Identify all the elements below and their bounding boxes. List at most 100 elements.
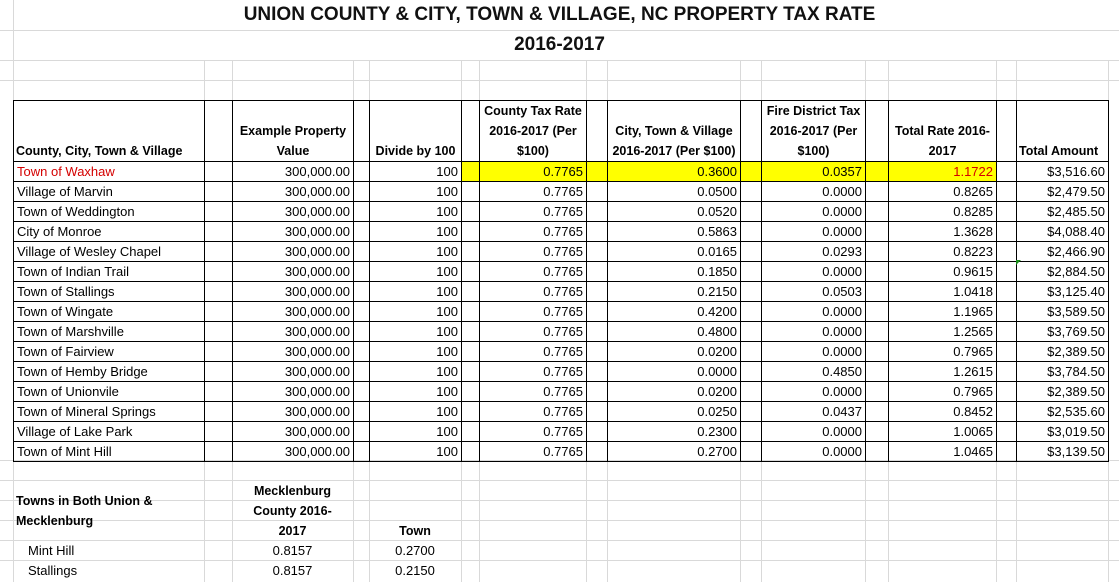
cell-county[interactable]: 0.7765 xyxy=(479,441,587,462)
cell-name[interactable]: Town of Hemby Bridge xyxy=(13,361,205,382)
cell-total-rate[interactable]: 0.8452 xyxy=(888,401,997,422)
cell-spacer[interactable] xyxy=(586,161,608,182)
cell-total-rate[interactable]: 1.1722 xyxy=(888,161,997,182)
cell-spacer[interactable] xyxy=(586,241,608,262)
cell-spacer[interactable] xyxy=(461,361,480,382)
cell-spacer[interactable] xyxy=(461,301,480,322)
cell-name[interactable]: Town of Mineral Springs xyxy=(13,401,205,422)
cell-fire[interactable]: 0.0437 xyxy=(761,401,866,422)
cell-fire[interactable]: 0.0000 xyxy=(761,221,866,242)
cell-spacer[interactable] xyxy=(204,201,233,222)
cell-spacer[interactable] xyxy=(353,401,370,422)
cell-town[interactable]: 0.5863 xyxy=(607,221,741,242)
cell-county[interactable]: 0.7765 xyxy=(479,261,587,282)
cell-spacer[interactable] xyxy=(204,361,233,382)
cell-name[interactable]: Town of Mint Hill xyxy=(13,441,205,462)
cell-town[interactable]: 0.2300 xyxy=(607,421,741,442)
header-fire[interactable]: Fire District Tax 2016-2017 (Per $100) xyxy=(761,100,866,162)
cell-spacer[interactable] xyxy=(586,421,608,442)
cell-spacer[interactable] xyxy=(996,261,1017,282)
cell-value[interactable]: 300,000.00 xyxy=(232,301,354,322)
cell-county[interactable]: 0.7765 xyxy=(479,201,587,222)
cell-value[interactable]: 300,000.00 xyxy=(232,341,354,362)
header-spacer[interactable] xyxy=(353,100,370,162)
cell-name[interactable]: City of Monroe xyxy=(13,221,205,242)
cell-divide[interactable]: 100 xyxy=(369,221,462,242)
cell-town[interactable]: 0.1850 xyxy=(607,261,741,282)
cell-divide[interactable]: 100 xyxy=(369,161,462,182)
cell-spacer[interactable] xyxy=(353,181,370,202)
cell-spacer[interactable] xyxy=(204,401,233,422)
cell-county[interactable]: 0.7765 xyxy=(479,361,587,382)
cell-spacer[interactable] xyxy=(461,201,480,222)
cell-name[interactable]: Village of Marvin xyxy=(13,181,205,202)
cell-divide[interactable]: 100 xyxy=(369,441,462,462)
cell-spacer[interactable] xyxy=(865,421,889,442)
cell-spacer[interactable] xyxy=(586,201,608,222)
cell-spacer[interactable] xyxy=(996,181,1017,202)
cell-name[interactable]: Town of Indian Trail xyxy=(13,261,205,282)
cell-total-amount[interactable]: $3,589.50 xyxy=(1016,301,1109,322)
lower-row-meck[interactable]: 0.8157 xyxy=(272,563,313,578)
cell-total-rate[interactable]: 1.3628 xyxy=(888,221,997,242)
cell-total-amount[interactable]: $4,088.40 xyxy=(1016,221,1109,242)
cell-town[interactable]: 0.0165 xyxy=(607,241,741,262)
cell-total-rate[interactable]: 1.2565 xyxy=(888,321,997,342)
cell-divide[interactable]: 100 xyxy=(369,301,462,322)
cell-divide[interactable]: 100 xyxy=(369,341,462,362)
cell-town[interactable]: 0.2150 xyxy=(607,281,741,302)
cell-spacer[interactable] xyxy=(461,321,480,342)
cell-county[interactable]: 0.7765 xyxy=(479,321,587,342)
lower-row-town[interactable]: 0.2700 xyxy=(395,543,435,558)
cell-value[interactable]: 300,000.00 xyxy=(232,261,354,282)
cell-spacer[interactable] xyxy=(461,441,480,462)
cell-spacer[interactable] xyxy=(461,401,480,422)
cell-divide[interactable]: 100 xyxy=(369,201,462,222)
cell-spacer[interactable] xyxy=(740,201,762,222)
cell-name[interactable]: Town of Weddington xyxy=(13,201,205,222)
cell-spacer[interactable] xyxy=(204,161,233,182)
header-name[interactable]: County, City, Town & Village xyxy=(13,100,205,162)
cell-county[interactable]: 0.7765 xyxy=(479,421,587,442)
cell-value[interactable]: 300,000.00 xyxy=(232,201,354,222)
cell-spacer[interactable] xyxy=(996,381,1017,402)
cell-spacer[interactable] xyxy=(865,361,889,382)
cell-divide[interactable]: 100 xyxy=(369,421,462,442)
cell-fire[interactable]: 0.0000 xyxy=(761,301,866,322)
cell-divide[interactable]: 100 xyxy=(369,321,462,342)
cell-spacer[interactable] xyxy=(865,401,889,422)
cell-spacer[interactable] xyxy=(996,321,1017,342)
cell-fire[interactable]: 0.0293 xyxy=(761,241,866,262)
cell-spacer[interactable] xyxy=(865,221,889,242)
cell-name[interactable]: Town of Stallings xyxy=(13,281,205,302)
cell-spacer[interactable] xyxy=(353,341,370,362)
cell-spacer[interactable] xyxy=(353,201,370,222)
cell-name[interactable]: Village of Lake Park xyxy=(13,421,205,442)
cell-spacer[interactable] xyxy=(353,361,370,382)
cell-spacer[interactable] xyxy=(865,241,889,262)
cell-spacer[interactable] xyxy=(461,241,480,262)
cell-fire[interactable]: 0.0357 xyxy=(761,161,866,182)
cell-county[interactable]: 0.7765 xyxy=(479,281,587,302)
cell-spacer[interactable] xyxy=(740,321,762,342)
cell-value[interactable]: 300,000.00 xyxy=(232,421,354,442)
cell-fire[interactable]: 0.0000 xyxy=(761,261,866,282)
cell-spacer[interactable] xyxy=(353,241,370,262)
cell-value[interactable]: 300,000.00 xyxy=(232,321,354,342)
cell-total-rate[interactable]: 0.9615 xyxy=(888,261,997,282)
lower-row-town[interactable]: 0.2150 xyxy=(395,563,435,578)
cell-spacer[interactable] xyxy=(204,421,233,442)
cell-spacer[interactable] xyxy=(461,221,480,242)
cell-county[interactable]: 0.7765 xyxy=(479,221,587,242)
cell-divide[interactable]: 100 xyxy=(369,261,462,282)
cell-total-amount[interactable]: $3,019.50 xyxy=(1016,421,1109,442)
header-spacer[interactable] xyxy=(865,100,889,162)
cell-spacer[interactable] xyxy=(353,281,370,302)
cell-county[interactable]: 0.7765 xyxy=(479,161,587,182)
cell-spacer[interactable] xyxy=(586,341,608,362)
cell-spacer[interactable] xyxy=(461,261,480,282)
cell-total-amount[interactable]: $2,884.50 xyxy=(1016,261,1109,282)
cell-spacer[interactable] xyxy=(461,381,480,402)
cell-total-amount[interactable]: $3,139.50 xyxy=(1016,441,1109,462)
cell-name[interactable]: Town of Fairview xyxy=(13,341,205,362)
